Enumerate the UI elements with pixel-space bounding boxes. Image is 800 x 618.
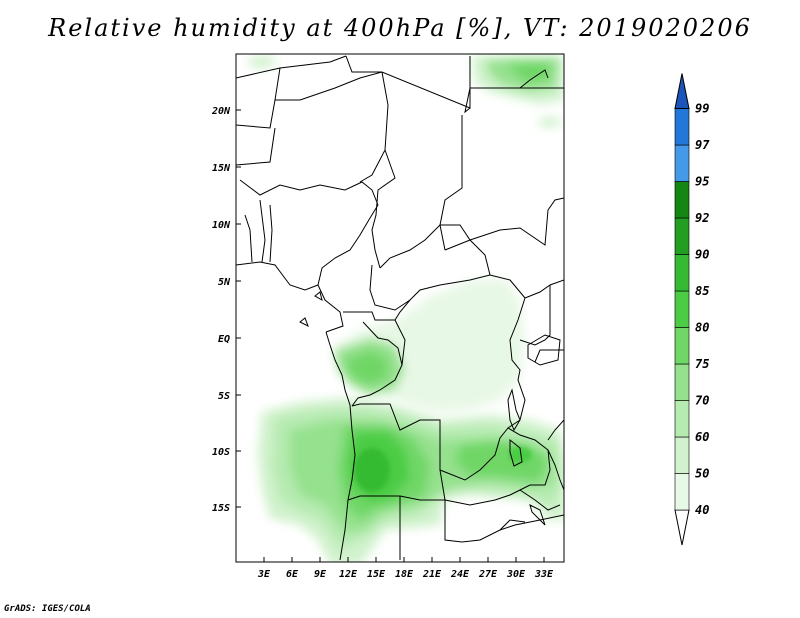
lon-label: 9E — [314, 569, 327, 580]
lat-label: EQ — [218, 334, 230, 345]
colorbar-label: 99 — [695, 102, 709, 116]
lon-labels: 3E 6E 9E 12E 15E 18E 21E 24E 27E 30E 33E — [257, 569, 554, 580]
colorbar-segment — [674, 144, 690, 182]
colorbar-label: 95 — [695, 175, 709, 189]
lon-label: 12E — [339, 569, 358, 580]
colorbar-segment — [674, 108, 690, 146]
colorbar-segment — [674, 400, 690, 438]
lon-ticks — [263, 557, 545, 562]
colorbar-segment — [674, 217, 690, 255]
lat-label: 15S — [212, 503, 230, 514]
colorbar-segment — [674, 290, 690, 328]
lon-label: 27E — [478, 569, 498, 580]
lat-labels: 20N 15N 10N 5N EQ 5S 10S 15S — [211, 106, 231, 514]
lat-ticks — [236, 109, 241, 508]
colorbar-label: 75 — [695, 357, 709, 371]
colorbar-segment — [674, 181, 690, 219]
colorbar-segment — [674, 473, 690, 511]
colorbar-label: 85 — [695, 284, 709, 298]
lon-label: 3E — [257, 569, 271, 580]
lat-label: 15N — [212, 163, 231, 174]
colorbar: 40 50 60 70 75 80 85 90 92 95 97 99 — [674, 73, 710, 546]
humidity-shading — [248, 56, 564, 562]
lon-label: 21E — [422, 569, 442, 580]
colorbar-segment — [674, 327, 690, 365]
lat-label: 5S — [218, 391, 230, 402]
map-title: Relative humidity at 400hPa [%], VT: 201… — [48, 14, 752, 42]
colorbar-label: 97 — [695, 138, 710, 152]
lat-label: 20N — [211, 106, 231, 117]
lon-label: 24E — [450, 569, 470, 580]
lat-label: 10N — [212, 220, 231, 231]
colorbar-segment — [674, 254, 690, 292]
colorbar-segment — [674, 509, 690, 546]
colorbar-label: 70 — [695, 394, 709, 408]
lat-label: 5N — [218, 277, 231, 288]
lon-label: 18E — [395, 569, 414, 580]
lon-label: 15E — [367, 569, 386, 580]
colorbar-segment — [674, 363, 690, 401]
colorbar-label: 80 — [695, 321, 709, 335]
colorbar-segment — [674, 436, 690, 474]
lat-label: 10S — [212, 447, 230, 458]
colorbar-label: 60 — [695, 430, 709, 444]
colorbar-label: 90 — [695, 248, 709, 262]
grads-credit: GrADS: IGES/COLA — [4, 604, 91, 614]
colorbar-segment — [674, 73, 690, 109]
colorbar-label: 92 — [695, 211, 709, 225]
colorbar-label: 40 — [695, 503, 709, 517]
colorbar-label: 50 — [695, 467, 709, 481]
lon-label: 6E — [286, 569, 299, 580]
country-borders — [236, 55, 564, 561]
lon-label: 30E — [506, 569, 526, 580]
map-frame — [235, 53, 565, 563]
lon-label: 33E — [534, 569, 554, 580]
